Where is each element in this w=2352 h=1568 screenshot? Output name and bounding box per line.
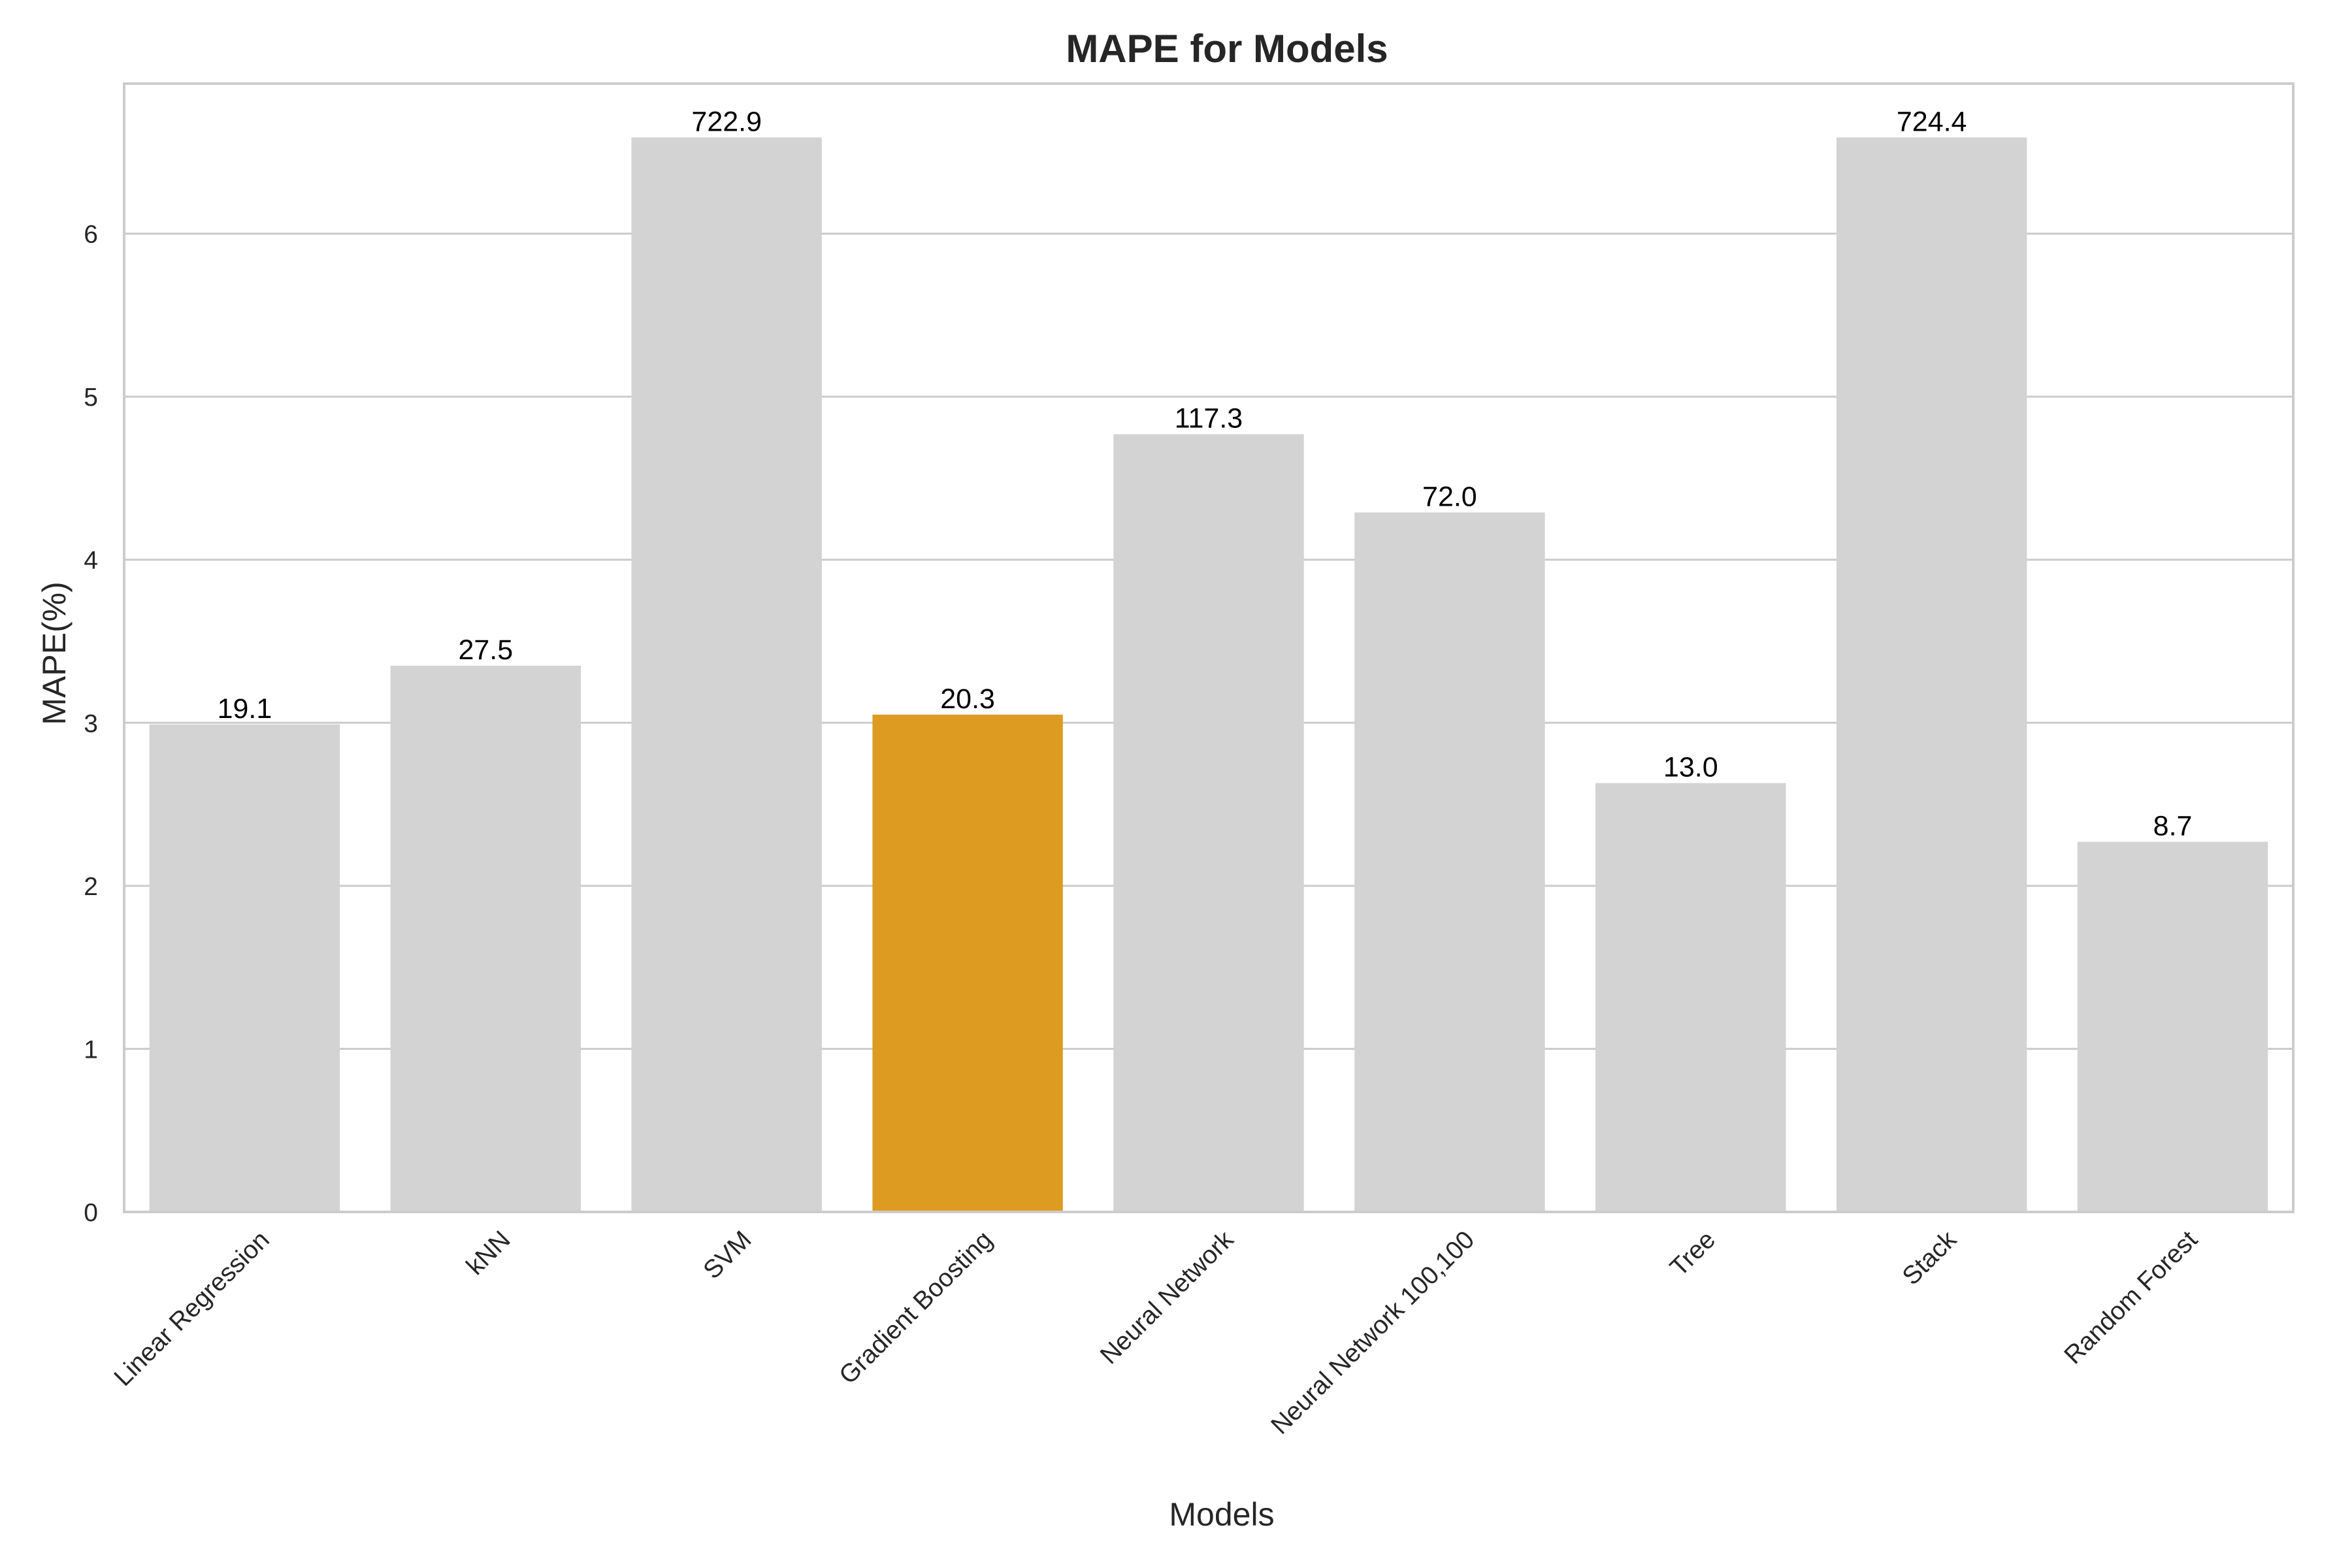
bar-data-label: 117.3: [1175, 403, 1243, 434]
y-tick-labels: 0 1 2 3 4 5 6: [84, 221, 98, 1227]
y-axis-label: MAPE(%): [36, 581, 73, 725]
bar: [631, 137, 822, 1212]
y-tick-label: 5: [84, 384, 98, 412]
data-labels: 19.1 27.5 722.9 20.3 117.3 72.0 13.0 724.4 8.7: [218, 106, 2193, 841]
bar: [1595, 783, 1786, 1212]
bar-data-label: 724.4: [1897, 106, 1967, 137]
bar: [149, 724, 340, 1212]
bar-data-label: 722.9: [691, 106, 762, 137]
chart-title: MAPE for Models: [1066, 27, 1388, 71]
x-axis-label: Models: [1169, 1496, 1274, 1533]
bar: [1113, 434, 1304, 1213]
y-tick-label: 4: [84, 547, 98, 575]
bar-data-label: 8.7: [2153, 810, 2193, 841]
bar-data-label: 72.0: [1422, 481, 1477, 512]
bar: [2077, 841, 2268, 1212]
bar: [390, 665, 581, 1212]
plot-frame: [123, 82, 2295, 1213]
bar-data-label: 27.5: [458, 634, 513, 666]
bar-data-label: 19.1: [218, 693, 272, 725]
bar-data-label: 13.0: [1663, 752, 1718, 783]
y-tick-label: 0: [84, 1199, 98, 1227]
bar: [1354, 512, 1545, 1212]
y-tick-label: 6: [84, 221, 98, 249]
y-tick-label: 3: [84, 710, 98, 738]
bar-data-label: 20.3: [940, 683, 995, 715]
bars: [149, 137, 2268, 1213]
bar: [872, 714, 1063, 1212]
y-tick-label: 1: [84, 1036, 98, 1064]
y-tick-label: 2: [84, 873, 98, 901]
bar: [1836, 137, 2027, 1212]
